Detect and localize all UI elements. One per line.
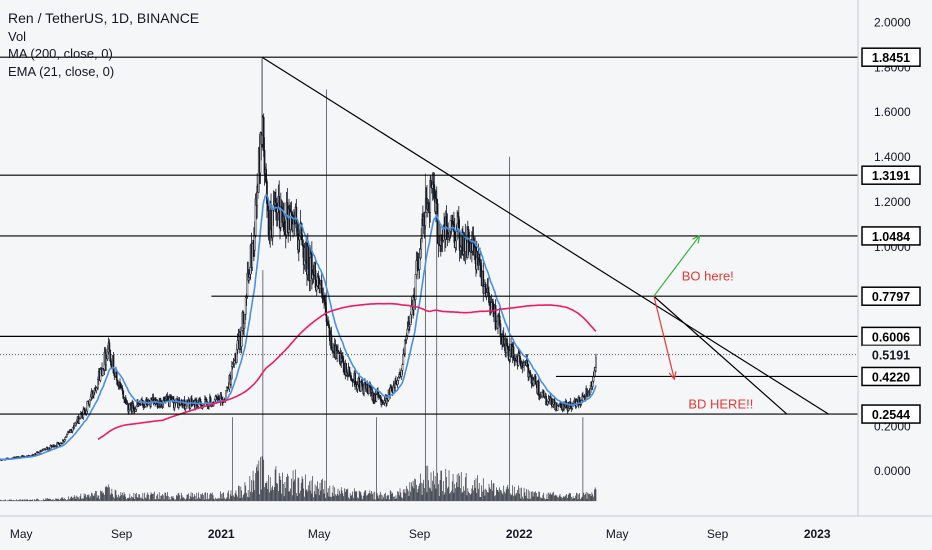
candle-body: [276, 208, 279, 213]
candle-body: [375, 394, 378, 402]
x-tick-label: Sep: [707, 527, 729, 541]
current-price-badge-text: 0.5191: [872, 349, 910, 363]
x-tick-label: Sep: [409, 527, 431, 541]
current-price-badge[interactable]: [862, 345, 920, 364]
level-badge[interactable]: [861, 326, 921, 347]
candle-body: [108, 342, 111, 351]
candle-body: [417, 252, 419, 270]
candle-body: [230, 378, 232, 385]
candle-body: [436, 203, 439, 244]
annotation-label: BO here!: [682, 268, 734, 283]
x-tick-label: May: [10, 527, 33, 541]
level-badge[interactable]: [861, 165, 921, 185]
symbol-title[interactable]: Ren / TetherUS, 1D, BINANCE: [8, 10, 200, 26]
x-tick-label: 2023: [804, 527, 831, 541]
x-tick-label: 2022: [506, 527, 533, 541]
up-arrow-head: [692, 234, 701, 244]
ma-indicator-label[interactable]: MA (200, close, 0): [8, 46, 113, 61]
candle-body: [116, 379, 119, 386]
volume-indicator-label[interactable]: Vol: [8, 28, 27, 44]
level-badge-text: 0.2544: [872, 408, 910, 422]
ema-indicator-label[interactable]: EMA (21, close, 0): [8, 63, 115, 79]
y-tick-label: 1.2000: [874, 195, 911, 209]
level-badge-text: 1.3191: [872, 169, 910, 183]
ema-line: [0, 193, 597, 461]
x-tick-label: 2021: [208, 527, 235, 541]
time-axis-panel: [0, 516, 932, 550]
level-badge-text: 0.4220: [872, 370, 910, 384]
level-badge[interactable]: [861, 286, 921, 306]
candle-body: [240, 330, 243, 347]
level-badge[interactable]: [861, 404, 921, 424]
x-tick-label: Sep: [111, 527, 133, 541]
candle-body: [389, 387, 392, 396]
x-tick-label: May: [606, 527, 629, 541]
level-badge-text: 0.7797: [872, 290, 910, 304]
y-tick-label: 1.4000: [874, 150, 911, 164]
trend-line[interactable]: [653, 295, 788, 415]
chart-legend: Ren / TetherUS, 1D, BINANCE Vol MA (200,…: [8, 10, 199, 80]
candle-body: [115, 371, 118, 381]
candle-body: [301, 233, 303, 241]
candle-body: [309, 257, 312, 281]
down-arrow-head: [668, 371, 677, 381]
trend-line[interactable]: [261, 56, 829, 415]
level-badge-text: 1.8451: [872, 51, 910, 65]
y-tick-label: 2.0000: [874, 15, 911, 29]
y-tick-label: 0.0000: [874, 464, 911, 478]
level-badge[interactable]: [861, 366, 921, 387]
level-badge-text: 1.0484: [872, 230, 910, 244]
x-tick-label: May: [308, 527, 331, 541]
level-badge[interactable]: [861, 226, 921, 246]
candle-body: [64, 437, 67, 440]
candle-body: [595, 357, 597, 368]
up-arrow[interactable]: [653, 235, 701, 297]
level-badge[interactable]: [861, 47, 921, 67]
candle-body: [233, 360, 236, 364]
candle-body: [292, 223, 294, 232]
down-arrow[interactable]: [653, 295, 675, 380]
price-axis-panel: [858, 0, 932, 516]
annotation-label: BD HERE!!: [688, 396, 753, 411]
candle-body: [533, 379, 535, 386]
candle-body: [78, 418, 81, 424]
candle-body: [401, 364, 404, 371]
candle-body: [537, 381, 540, 396]
level-badge-text: 0.6006: [872, 330, 910, 344]
y-tick-label: 1.6000: [874, 105, 911, 119]
